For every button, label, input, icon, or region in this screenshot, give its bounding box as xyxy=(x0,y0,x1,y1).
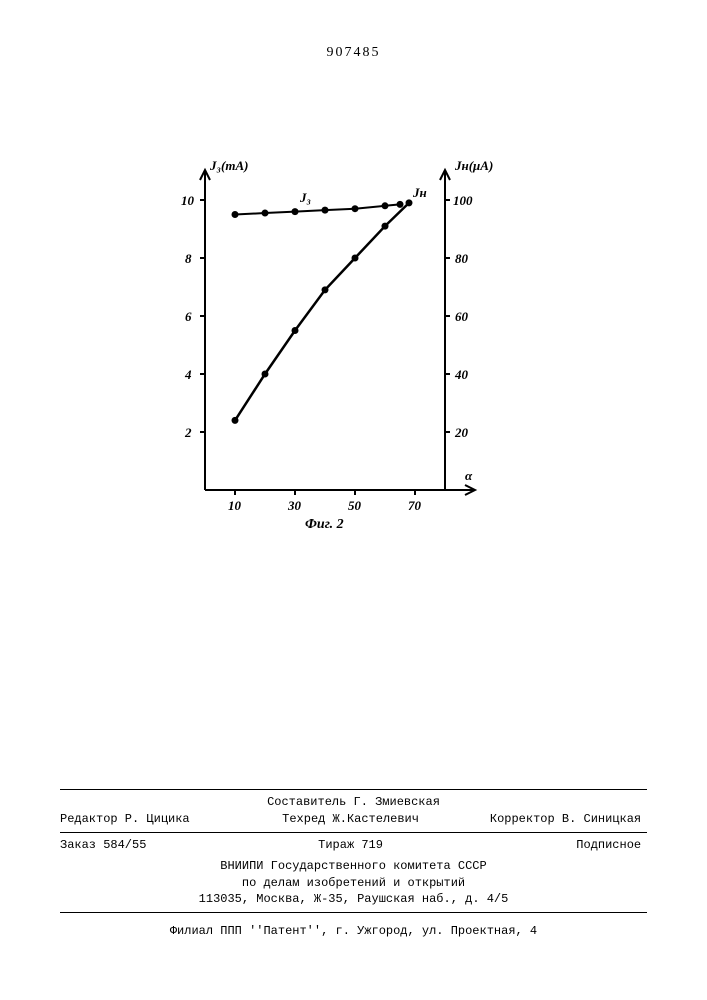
right-tick-2: 60 xyxy=(455,309,468,325)
x-tick-1: 30 xyxy=(288,498,301,514)
footer-subscription: Подписное xyxy=(447,837,641,854)
series-label-j3: J₃ xyxy=(300,190,311,206)
footer-address: 113035, Москва, Ж-35, Раушская наб., д. … xyxy=(60,891,647,908)
footer-order: Заказ 584/55 xyxy=(60,837,254,854)
footer: Составитель Г. Змиевская Редактор Р. Циц… xyxy=(60,785,647,940)
x-axis-label: α xyxy=(465,468,472,484)
right-tick-3: 80 xyxy=(455,251,468,267)
right-axis-label: Jн(μA) xyxy=(455,158,493,174)
footer-org-line1: ВНИИПИ Государственного комитета СССР xyxy=(60,858,647,875)
x-tick-0: 10 xyxy=(228,498,241,514)
page-number: 907485 xyxy=(327,45,381,61)
footer-techred: Техред Ж.Кастелевич xyxy=(254,811,448,828)
series-label-jn: Jн xyxy=(413,185,427,201)
x-tick-2: 50 xyxy=(348,498,361,514)
left-tick-2: 6 xyxy=(185,309,192,325)
right-tick-1: 40 xyxy=(455,367,468,383)
left-tick-3: 8 xyxy=(185,251,192,267)
footer-branch: Филиал ППП ''Патент'', г. Ужгород, ул. П… xyxy=(60,923,647,940)
footer-compiler: Составитель Г. Змиевская xyxy=(60,794,647,811)
chart-svg xyxy=(145,150,515,550)
x-tick-3: 70 xyxy=(408,498,421,514)
right-tick-0: 20 xyxy=(455,425,468,441)
left-axis-label: J₃(mA) xyxy=(210,158,248,174)
footer-org-line2: по делам изобретений и открытий xyxy=(60,875,647,892)
right-tick-4: 100 xyxy=(453,193,473,209)
left-tick-1: 4 xyxy=(185,367,192,383)
figure-caption: Фиг. 2 xyxy=(305,517,344,533)
left-tick-0: 2 xyxy=(185,425,192,441)
chart: J₃(mA) Jн(μA) α 2 4 6 8 10 20 40 60 80 1… xyxy=(145,150,515,550)
footer-editor: Редактор Р. Цицика xyxy=(60,811,254,828)
footer-circulation: Тираж 719 xyxy=(254,837,448,854)
footer-corrector: Корректор В. Синицкая xyxy=(447,811,641,828)
left-tick-4: 10 xyxy=(181,193,194,209)
